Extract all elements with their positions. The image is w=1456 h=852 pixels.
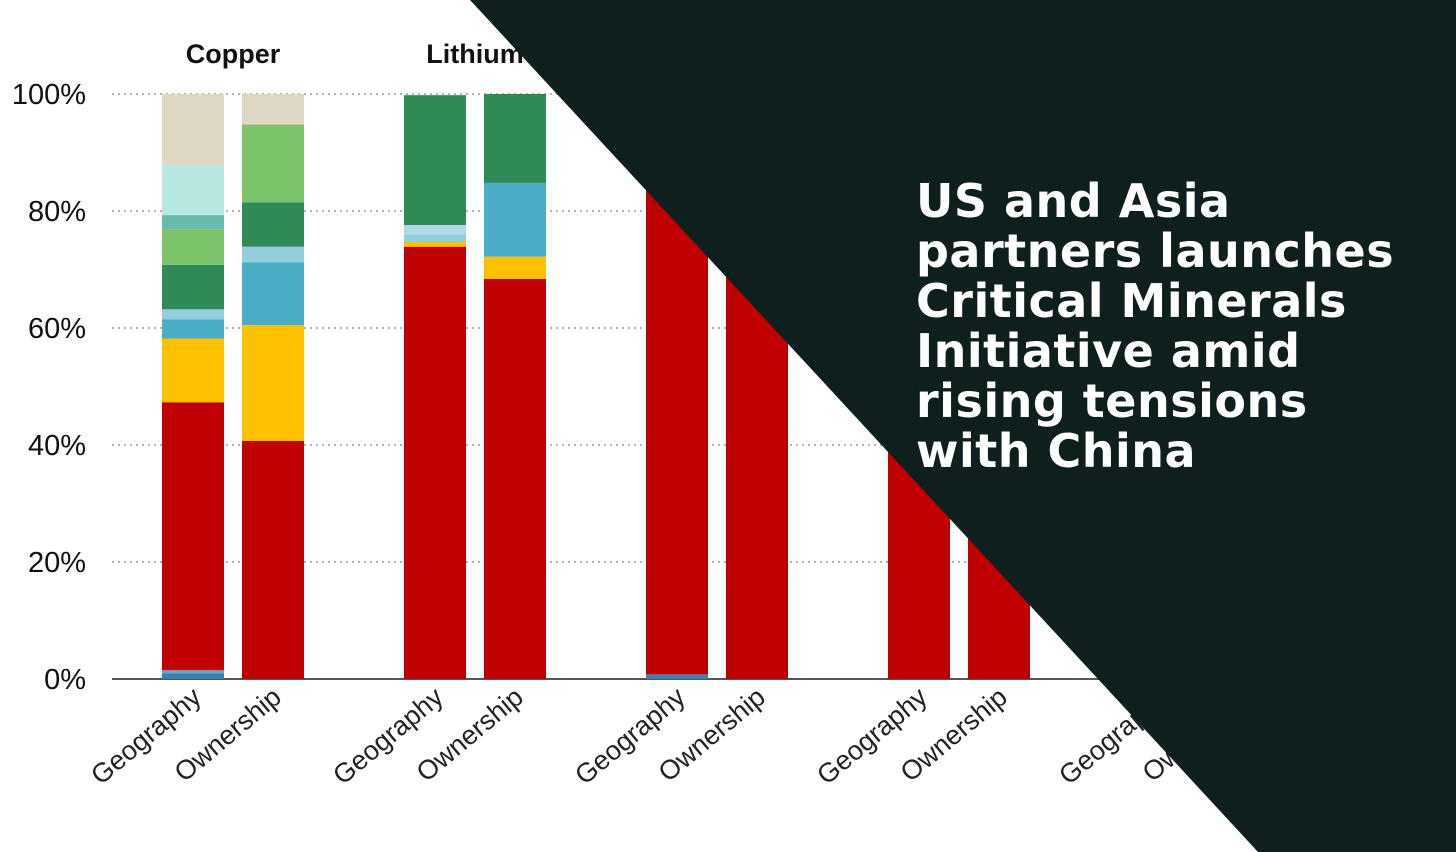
headline-line: Initiative amid	[916, 324, 1301, 378]
bar-segment	[242, 440, 304, 679]
bar-segment	[404, 234, 466, 243]
y-tick-label: 0%	[44, 664, 86, 696]
bar-segment	[162, 319, 224, 339]
headline-line: US and Asia	[916, 174, 1231, 228]
y-tick-label: 100%	[12, 79, 86, 111]
bar-segment	[242, 202, 304, 247]
bar-segment	[162, 264, 224, 310]
bar-segment	[242, 325, 304, 441]
bar-segment	[484, 182, 546, 257]
bar-segment	[162, 670, 224, 674]
bar-segment	[404, 95, 466, 226]
bar-segment	[404, 225, 466, 235]
headline-line: with China	[916, 424, 1197, 478]
headline-line: Critical Minerals	[916, 274, 1347, 328]
bar-segment	[484, 94, 546, 183]
overlay-panel	[470, 0, 1456, 852]
bar-segment	[404, 242, 466, 247]
bar-segment	[162, 229, 224, 265]
bar-segment	[162, 164, 224, 216]
y-tick-label: 80%	[28, 196, 86, 228]
bar-segment	[484, 278, 546, 679]
bar-segment	[162, 94, 224, 165]
headline-line: partners launches	[916, 224, 1395, 278]
bar-segment	[242, 124, 304, 203]
bar-segment	[242, 246, 304, 263]
bar-segment	[242, 94, 304, 125]
headline-line: rising tensions	[916, 374, 1308, 428]
bar-segment	[162, 402, 224, 671]
bar-segment	[242, 262, 304, 326]
bar-segment	[404, 246, 466, 679]
y-tick-label: 20%	[28, 547, 86, 579]
group-title: Copper	[186, 39, 281, 69]
headline: US and Asia partners launches Critical M…	[916, 176, 1456, 476]
group-title: Lithium	[426, 39, 523, 69]
bar-segment	[162, 673, 224, 679]
bar-segment	[162, 309, 224, 320]
bar-segment	[162, 338, 224, 403]
bar-segment	[162, 215, 224, 230]
y-tick-label: 60%	[28, 313, 86, 345]
bar-segment	[646, 674, 708, 679]
bar-segment	[484, 256, 546, 279]
y-tick-label: 40%	[28, 430, 86, 462]
